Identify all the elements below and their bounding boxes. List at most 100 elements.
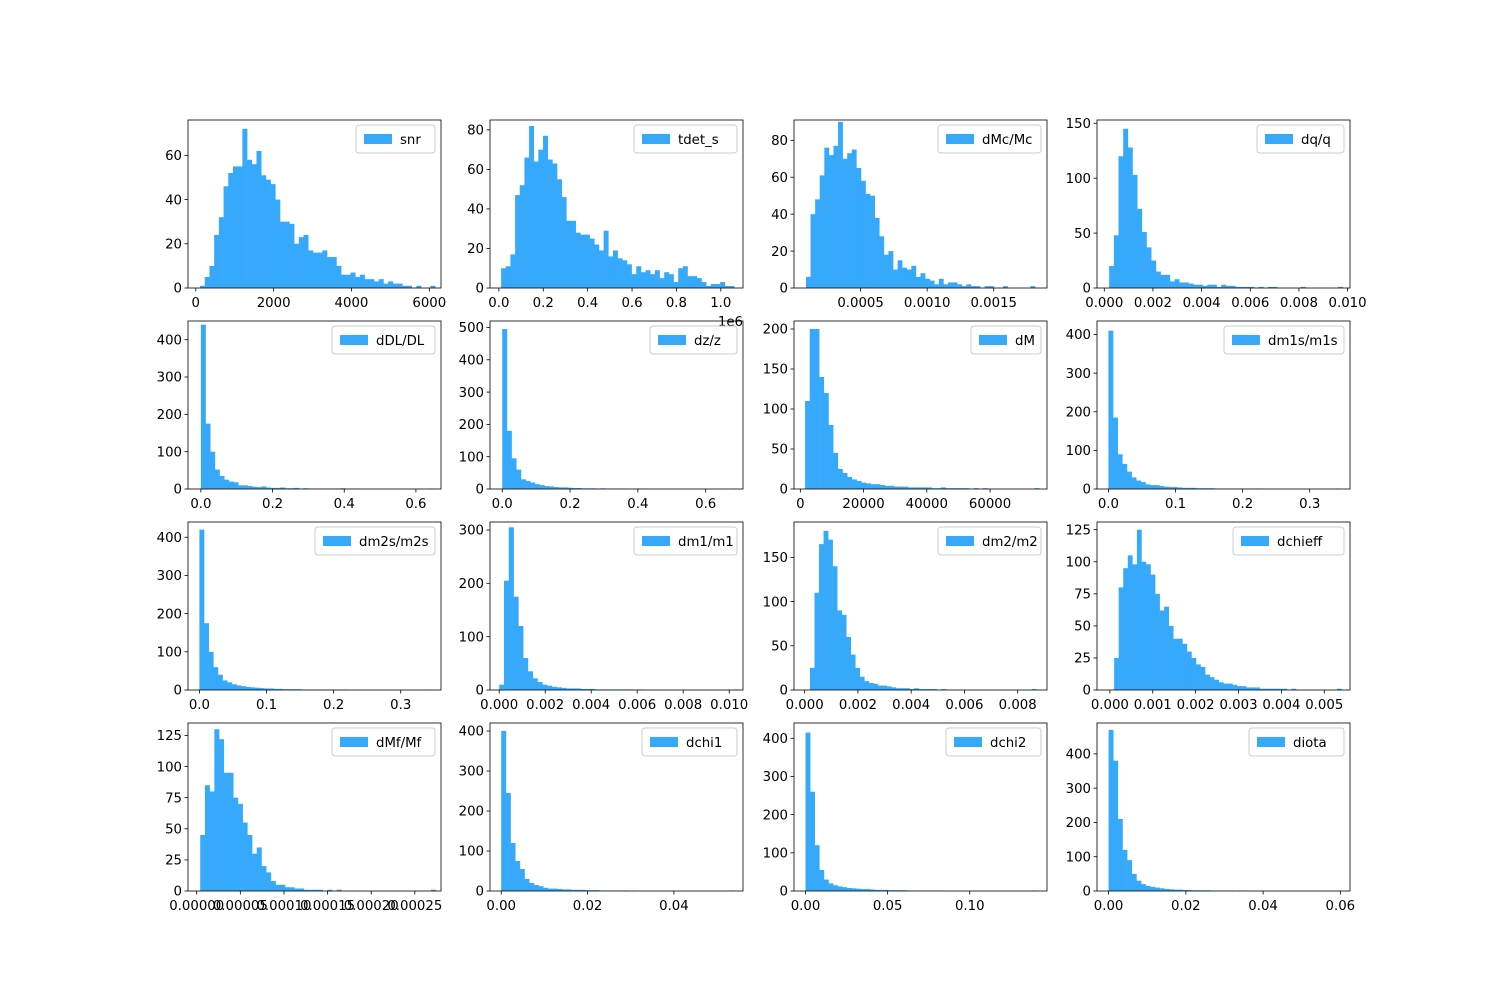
histogram-bar <box>1122 463 1128 489</box>
histogram-bar <box>1182 889 1188 891</box>
histogram-bar <box>1168 625 1174 690</box>
histogram-bar <box>200 285 206 288</box>
histogram-bar <box>261 175 267 288</box>
histogram-bar <box>501 731 507 891</box>
y-tick-label: 100 <box>763 403 788 418</box>
legend-swatch <box>1257 737 1285 747</box>
x-tick-label: 0.010 <box>710 698 748 713</box>
histogram-bar <box>543 135 548 288</box>
legend: dM <box>970 325 1042 355</box>
y-tick-label: 0 <box>1083 282 1091 297</box>
histogram-bar <box>833 453 839 489</box>
y-tick-label: 125 <box>1066 523 1091 538</box>
histogram-bar <box>1211 284 1217 288</box>
histogram-bar <box>406 285 412 288</box>
histogram-bar <box>242 822 248 891</box>
histogram-bar <box>824 147 830 288</box>
histogram-bar <box>217 674 223 690</box>
histogram-bar <box>236 685 242 690</box>
y-tick-label: 40 <box>467 203 484 218</box>
y-tick-label: 0 <box>476 483 484 498</box>
histogram-bar <box>1127 860 1133 891</box>
axes-frame <box>489 521 744 691</box>
histogram-bar <box>1183 282 1189 288</box>
histogram-bar <box>378 279 384 288</box>
histogram-bar <box>543 887 549 891</box>
histogram-bar <box>252 853 258 891</box>
x-tick-label: 0.02 <box>573 899 603 914</box>
histogram-bar <box>538 886 544 891</box>
histogram-bar <box>874 217 880 288</box>
x-tick-label: 1.0 <box>710 296 731 311</box>
histogram-bar <box>640 272 646 288</box>
histogram-bar <box>223 186 229 288</box>
legend-label: dm2s/m2s <box>359 535 429 550</box>
histogram-bar <box>1159 485 1165 489</box>
histogram-bar <box>539 485 545 489</box>
subplot-dchieff: 0.000 0.001 0.002 0.003 0.004 0.005 0 25 50 75 100… <box>1066 521 1351 713</box>
histogram-bar <box>909 689 915 690</box>
axes-frame <box>489 722 744 892</box>
x-tick-label: 0 <box>796 497 804 512</box>
histogram-bar <box>898 486 904 489</box>
histogram-bar <box>557 179 562 288</box>
legend-box <box>314 526 436 556</box>
histogram-bar <box>1214 679 1219 690</box>
legend-label: dz/z <box>694 334 721 349</box>
histogram-bar <box>1117 819 1123 891</box>
legend: dchieff <box>1232 526 1345 556</box>
histogram-bar <box>336 265 342 288</box>
histogram-bar <box>553 487 559 489</box>
y-tick-label: 100 <box>1066 850 1091 865</box>
histogram-bar <box>925 278 930 288</box>
histogram-bar <box>350 272 356 288</box>
histogram-bar <box>873 683 879 690</box>
histogram-bar <box>374 281 380 288</box>
histogram-bar <box>917 487 923 489</box>
y-tick-label: 0 <box>1083 684 1091 699</box>
histogram-bar <box>557 889 563 891</box>
x-tick-label: 0.2 <box>559 497 580 512</box>
histogram-bar <box>219 739 225 891</box>
histogram-bar <box>1255 687 1260 690</box>
histogram-bar <box>1182 487 1188 489</box>
histogram-bar <box>923 689 928 690</box>
histogram-bar <box>537 682 543 690</box>
histogram-bar <box>1163 486 1169 489</box>
histogram-bar <box>567 487 573 489</box>
histogram-bar <box>1182 643 1188 690</box>
histogram-bar <box>294 888 300 891</box>
x-tick-label: 0.04 <box>1248 899 1278 914</box>
histogram-bar <box>659 278 665 288</box>
subplot-dm1s-m1s: 0.0 0.1 0.2 0.3 0 100 200 300 400 dm1s/m1s <box>1066 320 1351 512</box>
histogram-bar <box>233 482 239 489</box>
histogram-bar <box>298 237 304 288</box>
histogram-bar <box>886 686 892 690</box>
histogram-bar <box>1140 482 1146 489</box>
histogram-bar <box>575 232 581 288</box>
axes-frame <box>187 320 442 490</box>
histogram-bar <box>929 280 935 288</box>
x-tick-label: 0.000 <box>786 698 824 713</box>
histogram-bar <box>1159 888 1165 891</box>
histogram-bar <box>294 243 300 288</box>
histogram-bar <box>585 890 591 891</box>
histogram-bar <box>209 265 215 288</box>
histogram-bar <box>701 282 707 288</box>
histogram-bar <box>952 282 958 288</box>
histogram-bar <box>532 678 538 690</box>
x-tick-label: 0.2 <box>262 497 283 512</box>
histogram-bar <box>256 150 262 288</box>
histogram-bar <box>940 487 946 489</box>
histogram-bar <box>1165 274 1171 288</box>
x-tick-label: 0.003 <box>1219 698 1257 713</box>
histogram-bar <box>502 329 508 489</box>
histogram-bar <box>280 487 286 489</box>
histogram-bar <box>692 276 698 288</box>
histogram-bar <box>855 667 861 690</box>
histogram-bar <box>1164 888 1170 891</box>
histogram-bar <box>1191 487 1197 489</box>
histogram-bar <box>1235 286 1241 288</box>
histogram-bar <box>511 458 517 489</box>
histogram-bar <box>1141 232 1147 288</box>
